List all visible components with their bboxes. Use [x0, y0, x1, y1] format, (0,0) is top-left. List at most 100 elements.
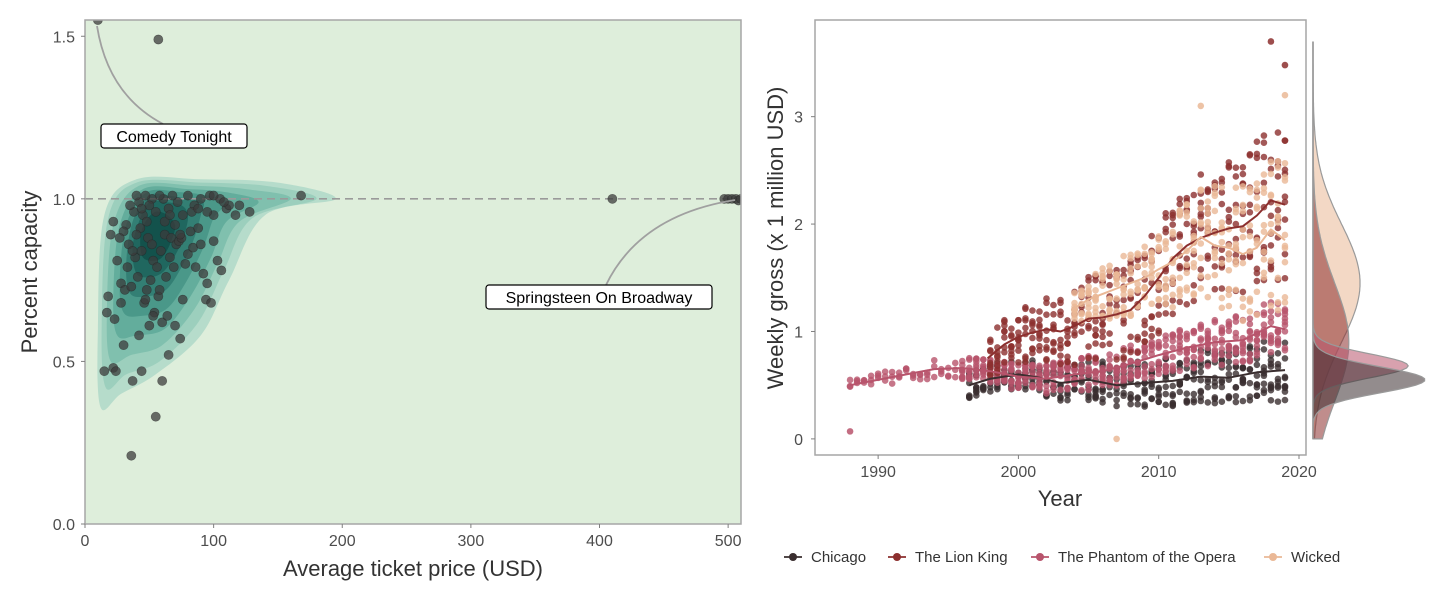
data-point — [152, 262, 162, 273]
data-point — [1274, 206, 1282, 214]
data-point — [1267, 192, 1275, 200]
data-point — [1197, 199, 1205, 207]
data-point — [132, 271, 143, 282]
data-point — [1281, 339, 1289, 347]
data-point — [1225, 364, 1233, 372]
data-point — [1169, 214, 1177, 222]
data-point — [1001, 316, 1008, 324]
data-point — [1155, 311, 1162, 318]
data-point — [145, 275, 156, 286]
data-point — [1043, 336, 1050, 344]
data-point — [1281, 177, 1289, 184]
data-point — [1176, 326, 1184, 334]
data-point — [987, 388, 994, 395]
data-point — [1155, 398, 1162, 406]
data-point — [1071, 329, 1078, 337]
data-point — [1232, 256, 1240, 264]
data-point — [110, 366, 121, 377]
data-point — [1148, 341, 1155, 349]
data-point — [1141, 261, 1148, 268]
right-marginal-density — [1312, 41, 1426, 440]
left-annotation-arrows — [96, 25, 736, 286]
data-point — [909, 374, 917, 382]
data-point — [1148, 360, 1155, 368]
data-point — [1092, 393, 1099, 401]
data-point — [1120, 291, 1127, 298]
data-point — [1239, 376, 1247, 384]
data-point — [136, 366, 147, 377]
data-point — [1120, 355, 1127, 363]
data-point — [131, 190, 142, 201]
data-point — [1057, 352, 1064, 359]
data-point — [1260, 171, 1268, 178]
data-point — [1162, 300, 1170, 308]
data-point — [1176, 360, 1184, 367]
data-point — [1022, 358, 1029, 366]
data-point — [1232, 392, 1240, 400]
data-point — [1267, 212, 1275, 220]
data-point — [1057, 386, 1064, 393]
data-point — [1064, 353, 1071, 361]
data-point — [114, 232, 125, 243]
data-point — [1239, 397, 1247, 405]
marginal-density-curve — [1312, 41, 1426, 439]
data-point — [1155, 365, 1162, 373]
data-point — [1127, 265, 1134, 272]
left-points — [92, 20, 741, 461]
data-point — [1260, 248, 1268, 256]
data-point — [1092, 308, 1099, 316]
data-point — [1148, 325, 1155, 333]
data-point — [1197, 219, 1205, 226]
data-point — [1281, 61, 1289, 69]
data-point — [1267, 38, 1275, 45]
data-point — [1057, 397, 1064, 404]
data-point — [1281, 242, 1289, 250]
data-point — [1246, 350, 1254, 358]
data-point — [1099, 341, 1106, 349]
data-point — [1085, 381, 1092, 388]
data-point — [930, 373, 938, 381]
data-point — [170, 219, 180, 230]
data-point — [1085, 364, 1092, 371]
data-point — [1099, 273, 1106, 280]
data-point — [1253, 186, 1261, 194]
data-point — [99, 366, 110, 377]
data-point — [1267, 360, 1275, 368]
data-point — [1085, 310, 1092, 318]
data-point — [177, 294, 188, 305]
data-point — [1176, 200, 1184, 208]
data-point — [1246, 228, 1254, 235]
data-point — [1050, 347, 1057, 354]
data-point — [141, 284, 152, 295]
data-point — [202, 278, 213, 289]
data-point — [1008, 343, 1015, 351]
data-point — [1239, 347, 1247, 355]
data-point — [1218, 377, 1226, 384]
data-point — [1057, 299, 1064, 307]
data-point — [1197, 102, 1205, 110]
data-point — [1232, 313, 1240, 320]
data-point — [1225, 266, 1233, 274]
data-point — [1169, 231, 1177, 238]
data-point — [1267, 220, 1275, 228]
data-point — [1260, 228, 1268, 235]
data-point — [1204, 330, 1212, 338]
data-point — [1127, 348, 1134, 356]
data-point — [1211, 395, 1219, 403]
data-point — [846, 376, 854, 384]
data-point — [1001, 359, 1008, 366]
data-point — [1260, 372, 1268, 380]
data-point — [1155, 391, 1162, 398]
x-tick-label: 2020 — [1281, 464, 1317, 481]
data-point — [1106, 295, 1113, 302]
data-point — [930, 356, 938, 364]
data-point — [172, 197, 183, 207]
data-point — [1246, 208, 1254, 216]
data-point — [1183, 390, 1191, 398]
data-point — [1120, 252, 1127, 260]
data-point — [1036, 323, 1043, 331]
data-point — [1267, 158, 1275, 166]
data-point — [1106, 281, 1113, 289]
data-point — [1274, 224, 1282, 232]
data-point — [980, 382, 987, 390]
